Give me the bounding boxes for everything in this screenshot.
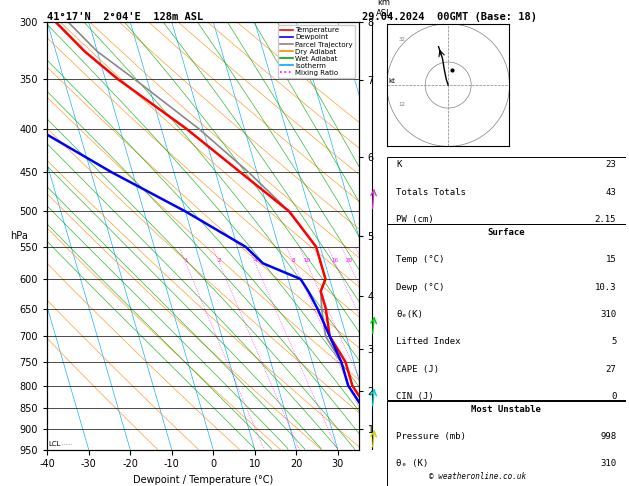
Text: CIN (J): CIN (J) bbox=[396, 392, 434, 401]
Text: km
ASL: km ASL bbox=[376, 0, 391, 17]
Text: θₑ (K): θₑ (K) bbox=[396, 459, 428, 469]
Bar bbox=[387, 225, 626, 400]
Text: Totals Totals: Totals Totals bbox=[396, 188, 466, 197]
Text: CAPE (J): CAPE (J) bbox=[396, 365, 440, 374]
Text: © weatheronline.co.uk: © weatheronline.co.uk bbox=[430, 472, 526, 481]
X-axis label: Dewpoint / Temperature (°C): Dewpoint / Temperature (°C) bbox=[133, 475, 273, 485]
Text: 32: 32 bbox=[398, 37, 405, 42]
Text: Most Unstable: Most Unstable bbox=[471, 405, 542, 414]
Text: PW (cm): PW (cm) bbox=[396, 215, 434, 225]
Text: 8: 8 bbox=[292, 258, 296, 263]
Legend: Temperature, Dewpoint, Parcel Trajectory, Dry Adiabat, Wet Adiabat, Isotherm, Mi: Temperature, Dewpoint, Parcel Trajectory… bbox=[278, 25, 355, 78]
Text: hPa: hPa bbox=[10, 231, 28, 241]
Text: 310: 310 bbox=[600, 459, 616, 469]
Text: 1: 1 bbox=[184, 258, 187, 263]
Text: 5: 5 bbox=[611, 337, 616, 347]
Bar bbox=[387, 157, 626, 224]
Text: 20: 20 bbox=[345, 258, 352, 263]
Bar bbox=[387, 401, 626, 486]
Text: 23: 23 bbox=[606, 160, 616, 170]
Text: 2: 2 bbox=[218, 258, 221, 263]
Text: 2.15: 2.15 bbox=[595, 215, 616, 225]
Text: 4: 4 bbox=[253, 258, 257, 263]
Text: θₑ(K): θₑ(K) bbox=[396, 310, 423, 319]
Text: 41°17'N  2°04'E  128m ASL: 41°17'N 2°04'E 128m ASL bbox=[47, 12, 203, 22]
Text: 43: 43 bbox=[606, 188, 616, 197]
Text: 12: 12 bbox=[398, 102, 405, 107]
Text: Temp (°C): Temp (°C) bbox=[396, 255, 445, 264]
Text: 16: 16 bbox=[331, 258, 338, 263]
Text: Dewp (°C): Dewp (°C) bbox=[396, 282, 445, 292]
Text: 0: 0 bbox=[611, 392, 616, 401]
Text: K: K bbox=[396, 160, 402, 170]
Text: 10: 10 bbox=[303, 258, 310, 263]
Text: 15: 15 bbox=[606, 255, 616, 264]
Text: 310: 310 bbox=[600, 310, 616, 319]
Text: Pressure (mb): Pressure (mb) bbox=[396, 432, 466, 441]
Text: LCL: LCL bbox=[48, 441, 60, 447]
Text: 998: 998 bbox=[600, 432, 616, 441]
Text: 27: 27 bbox=[606, 365, 616, 374]
Text: 29.04.2024  00GMT (Base: 18): 29.04.2024 00GMT (Base: 18) bbox=[362, 12, 537, 22]
Text: Lifted Index: Lifted Index bbox=[396, 337, 461, 347]
Text: kt: kt bbox=[389, 78, 396, 84]
Text: 10.3: 10.3 bbox=[595, 282, 616, 292]
Text: Surface: Surface bbox=[487, 227, 525, 237]
